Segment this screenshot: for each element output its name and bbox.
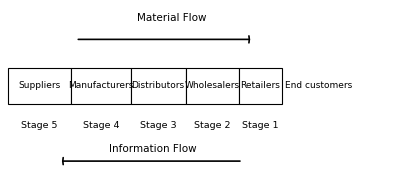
- Bar: [8, 68, 71, 104]
- Text: End customers: End customers: [285, 81, 352, 90]
- Text: Suppliers: Suppliers: [19, 81, 61, 90]
- Text: Stage 5: Stage 5: [20, 121, 57, 130]
- Text: Stage 2: Stage 2: [194, 121, 231, 130]
- Text: Stage 3: Stage 3: [140, 121, 176, 130]
- Text: Material Flow: Material Flow: [137, 13, 206, 23]
- Text: Retailers: Retailers: [240, 81, 280, 90]
- Bar: [131, 68, 186, 104]
- Bar: [186, 68, 239, 104]
- Text: Stage 4: Stage 4: [82, 121, 119, 130]
- Bar: [71, 68, 131, 104]
- Text: Distributors: Distributors: [131, 81, 185, 90]
- Bar: [239, 68, 282, 104]
- Text: Wholesalers: Wholesalers: [184, 81, 240, 90]
- Text: Manufacturers: Manufacturers: [68, 81, 134, 90]
- Text: Information Flow: Information Flow: [109, 144, 197, 154]
- Text: Stage 1: Stage 1: [242, 121, 279, 130]
